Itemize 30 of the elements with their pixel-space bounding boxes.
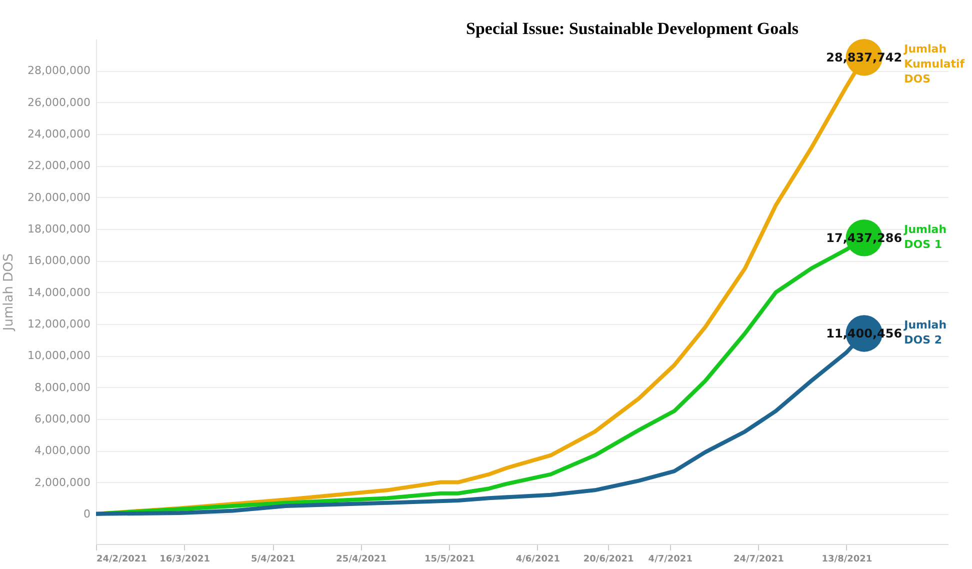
x-tick-label: 5/4/2021: [251, 554, 296, 564]
x-tick-label: 20/6/2021: [583, 554, 634, 564]
x-tick-label: 15/5/2021: [424, 554, 475, 564]
series-label: Jumlah DOS 2: [903, 318, 947, 346]
y-tick-label: 16,000,000: [28, 254, 90, 268]
x-tick-label: 16/3/2021: [160, 554, 210, 564]
x-tick-label: 4/6/2021: [516, 554, 560, 564]
y-tick-label: 2,000,000: [34, 476, 90, 489]
text: Special Issue: Sustainable Development Goals: [466, 19, 799, 38]
y-tick-label: 0: [84, 507, 90, 520]
x-tick-label: 25/4/2021: [336, 554, 387, 564]
x-tick-label: 4/7/2021: [648, 554, 692, 564]
y-tick-label: 26,000,000: [28, 96, 90, 109]
x-tick-label: 24/7/2021: [733, 554, 784, 564]
y-tick-label: 12,000,000: [28, 317, 90, 330]
y-tick-label: 8,000,000: [34, 380, 90, 394]
y-tick-label: 4,000,000: [34, 444, 90, 458]
y-tick-label: 18,000,000: [28, 222, 90, 236]
y-tick-label: 24,000,000: [28, 127, 90, 140]
y-tick-label: 10,000,000: [28, 349, 90, 362]
x-tick-label: 13/8/2021: [822, 554, 872, 564]
y-tick-label: 20,000,000: [28, 190, 90, 204]
series-label: Jumlah DOS 1: [903, 222, 947, 251]
y-tick-label: 28,000,000: [28, 64, 90, 78]
text: Jumlah Kumulatif DOS: [903, 42, 965, 86]
y-axis-title: Jumlah DOS: [2, 253, 17, 332]
y-tick-label: 14,000,000: [28, 286, 90, 299]
y-tick-label: 6,000,000: [34, 412, 90, 426]
y-tick-label: 22,000,000: [28, 159, 90, 172]
x-tick-label: 24/2/2021: [96, 554, 147, 564]
